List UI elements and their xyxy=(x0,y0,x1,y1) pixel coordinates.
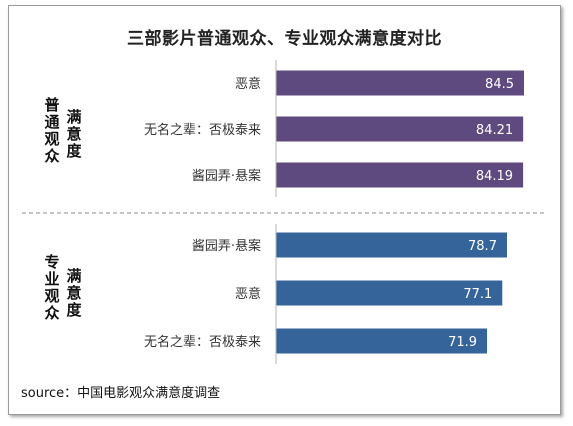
data-label-g1-1: 77.1 xyxy=(463,287,492,302)
group-label-general-col1: 普通观众 xyxy=(44,96,60,165)
category-label-g0-2: 酱园弄·悬案 xyxy=(192,169,261,184)
category-label-g1-1: 恶意 xyxy=(235,286,261,302)
data-label-g0-0: 84.5 xyxy=(485,77,514,92)
bar-g0-1 xyxy=(276,116,524,142)
category-label-g1-0: 酱园弄·悬案 xyxy=(192,239,261,254)
bar-g0-2 xyxy=(276,162,524,188)
data-label-g1-0: 78.7 xyxy=(468,239,497,254)
chart-title: 三部影片普通观众、专业观众满意度对比 xyxy=(127,29,442,49)
bar-g1-1 xyxy=(276,280,503,306)
group-label-general-col2: 满意度 xyxy=(66,108,82,160)
data-label-g1-2: 71.9 xyxy=(448,335,477,350)
source-note: source：中国电影观众满意度调查 xyxy=(21,386,221,401)
group-label-professional-col2: 满意度 xyxy=(66,267,82,319)
data-label-g0-1: 84.21 xyxy=(476,123,513,138)
bar-g0-0 xyxy=(276,70,524,96)
category-label-g1-2: 无名之辈：否极泰来 xyxy=(144,334,261,350)
bar-g1-0 xyxy=(276,232,507,258)
category-label-g0-0: 恶意 xyxy=(235,76,261,92)
data-label-g0-2: 84.19 xyxy=(476,169,513,184)
bar-g1-2 xyxy=(276,328,488,354)
group-label-professional-col1: 专业观众 xyxy=(44,253,60,322)
category-label-g0-1: 无名之辈：否极泰来 xyxy=(144,122,261,138)
